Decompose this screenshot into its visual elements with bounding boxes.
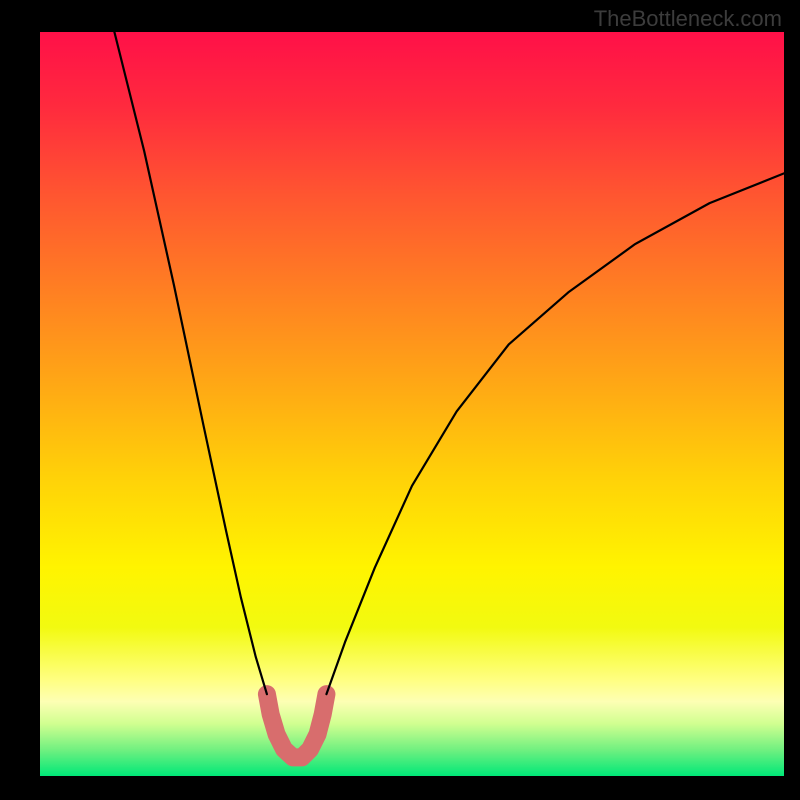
curve-right-branch xyxy=(326,173,784,694)
watermark-text: TheBottleneck.com xyxy=(594,6,782,32)
curve-left-branch xyxy=(114,32,267,694)
highlight-segment xyxy=(267,694,327,757)
plot-area xyxy=(40,32,784,776)
bottleneck-curve-svg xyxy=(40,32,784,776)
